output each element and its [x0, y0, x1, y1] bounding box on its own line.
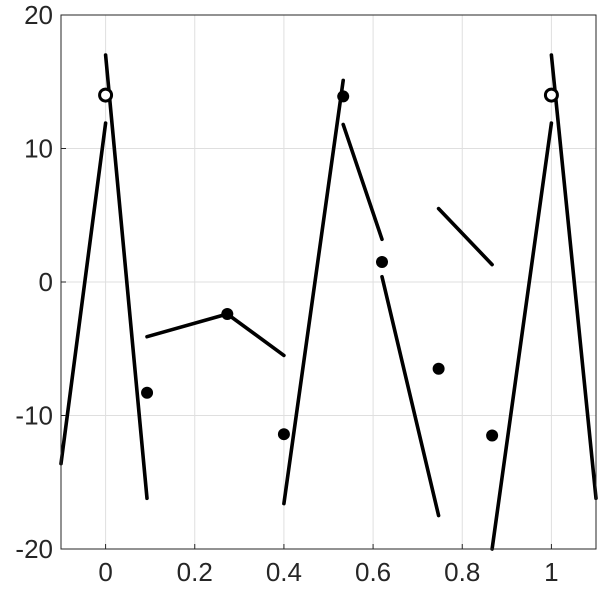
series — [59, 53, 598, 551]
tick-labels: 0 0.2 0.4 0.6 0.8 1 -20 -10 0 10 20 — [15, 0, 558, 587]
y-tick-label: -10 — [15, 401, 53, 431]
line-segment — [490, 121, 554, 551]
line-segment — [436, 206, 494, 267]
line-segment — [341, 122, 384, 242]
y-tick-label: 20 — [24, 0, 53, 30]
line-segment — [59, 121, 108, 466]
filled-marker — [277, 428, 290, 441]
filled-marker — [141, 386, 154, 399]
x-tick-label: 1 — [544, 557, 558, 587]
filled-marker — [486, 429, 499, 442]
y-tick-label: -20 — [15, 534, 53, 564]
open-marker — [98, 87, 114, 103]
line-segment — [380, 274, 441, 518]
x-tick-label: 0.6 — [355, 557, 391, 587]
line-segment — [282, 78, 346, 506]
line-segment — [225, 312, 286, 358]
x-tick-label: 0.4 — [266, 557, 302, 587]
filled-marker — [221, 308, 234, 321]
line-segment — [549, 53, 598, 501]
open-marker — [543, 87, 559, 103]
line-segment — [145, 312, 230, 339]
filled-marker — [432, 362, 445, 375]
filled-marker — [337, 90, 350, 103]
y-tick-label: 10 — [24, 134, 53, 164]
filled-marker — [376, 255, 388, 268]
x-tick-label: 0.2 — [177, 557, 213, 587]
line-segment — [103, 53, 149, 501]
x-tick-label: 0 — [98, 557, 112, 587]
data-points — [98, 87, 559, 442]
y-tick-label: 0 — [39, 267, 53, 297]
x-tick-label: 0.8 — [444, 557, 480, 587]
